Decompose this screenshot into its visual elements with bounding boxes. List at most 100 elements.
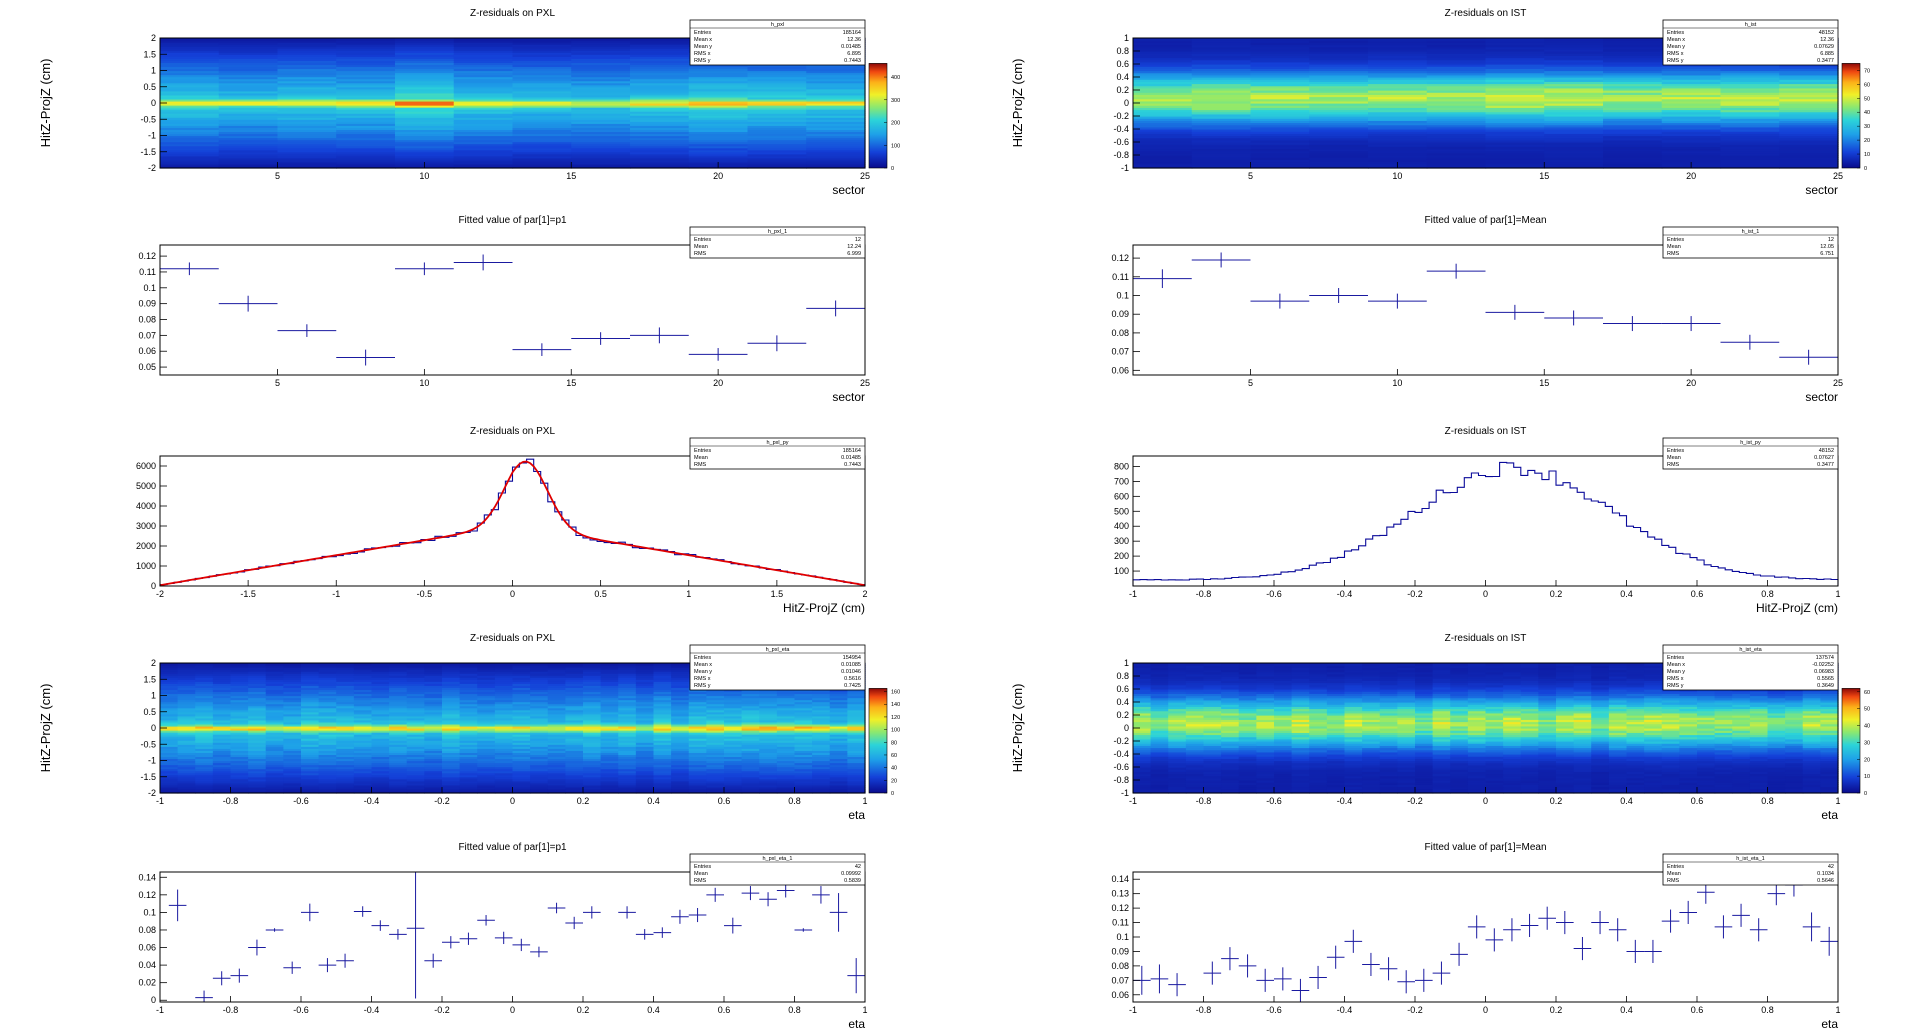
heatmap-cell bbox=[776, 756, 796, 760]
heatmap-cell bbox=[1720, 146, 1780, 150]
heatmap-cell bbox=[1779, 70, 1839, 74]
heatmap-cell bbox=[747, 115, 807, 118]
heatmap-cell bbox=[212, 677, 232, 680]
heatmap-cell bbox=[442, 669, 461, 672]
palette-bar bbox=[1841, 63, 1861, 169]
heatmap-cell bbox=[477, 764, 496, 768]
heatmap-cell bbox=[829, 762, 848, 766]
chart-panel: Z-residuals on PXL020406080100120140160-… bbox=[38, 633, 900, 822]
heatmap-cell bbox=[688, 695, 707, 699]
heatmap-cell bbox=[230, 778, 249, 782]
heatmap-cell bbox=[283, 754, 302, 758]
heatmap-cell bbox=[706, 717, 725, 721]
heatmap-cell bbox=[630, 163, 690, 167]
heatmap-cell bbox=[829, 693, 848, 697]
stats-key: Entries bbox=[1667, 30, 1684, 36]
heatmap-cell bbox=[547, 790, 566, 794]
heatmap-cell bbox=[160, 50, 220, 53]
heatmap-cell bbox=[283, 695, 302, 699]
heatmap-cell bbox=[671, 776, 690, 780]
heatmap-cell bbox=[442, 770, 461, 774]
heatmap-cell bbox=[395, 103, 455, 106]
heatmap-cell bbox=[706, 744, 725, 747]
stats-value: 0.5616 bbox=[844, 676, 861, 682]
heatmap-cell bbox=[230, 665, 249, 668]
heatmap-cell bbox=[283, 778, 302, 782]
heatmap-cell bbox=[847, 768, 866, 772]
heatmap-cell bbox=[847, 782, 866, 786]
heatmap-cell bbox=[406, 717, 425, 721]
heatmap-cell bbox=[1221, 790, 1240, 794]
heatmap-cell bbox=[371, 788, 390, 792]
heatmap-cell bbox=[671, 723, 690, 727]
heatmap-cell bbox=[459, 738, 478, 741]
heatmap-cell bbox=[1150, 721, 1169, 725]
heatmap-cell bbox=[512, 105, 572, 108]
heatmap-cell bbox=[1133, 684, 1152, 688]
heatmap-cell bbox=[160, 143, 220, 147]
heatmap-cell bbox=[336, 790, 355, 794]
heatmap-cell bbox=[494, 715, 514, 719]
heatmap-cell bbox=[1603, 152, 1663, 156]
heatmap-cell bbox=[277, 48, 337, 51]
heatmap-cell bbox=[160, 151, 220, 155]
heatmap-cell bbox=[1544, 42, 1604, 46]
heatmap-cell bbox=[1133, 111, 1193, 115]
heatmap-cell bbox=[424, 742, 443, 745]
heatmap-cell bbox=[160, 163, 220, 167]
heatmap-cell bbox=[1150, 780, 1169, 783]
heatmap-cell bbox=[1221, 725, 1240, 729]
heatmap-cell bbox=[301, 675, 320, 678]
heatmap-cell bbox=[406, 675, 425, 678]
heatmap-cell bbox=[212, 758, 232, 762]
heatmap-cell bbox=[1426, 111, 1487, 115]
heatmap-cell bbox=[1368, 150, 1428, 154]
heatmap-cell bbox=[1133, 695, 1152, 699]
heatmap-cell bbox=[424, 695, 443, 699]
heatmap-cell bbox=[747, 129, 807, 133]
heatmap-cell bbox=[1150, 758, 1169, 762]
heatmap-cell bbox=[195, 719, 214, 723]
heatmap-cell bbox=[1150, 693, 1169, 697]
heatmap-cell bbox=[688, 705, 707, 709]
heatmap-cell bbox=[1426, 129, 1487, 132]
heatmap-cell bbox=[565, 778, 584, 782]
heatmap-cell bbox=[494, 707, 514, 711]
heatmap-cell bbox=[806, 121, 866, 124]
heatmap-cell bbox=[747, 107, 807, 110]
heatmap-cell bbox=[812, 774, 831, 778]
heatmap-cell bbox=[847, 790, 866, 794]
heatmap-cell bbox=[724, 721, 743, 725]
heatmap-cell bbox=[277, 107, 337, 110]
heatmap-cell bbox=[283, 730, 302, 733]
heatmap-cell bbox=[442, 723, 461, 727]
heatmap-cell bbox=[724, 703, 743, 707]
heatmap-cell bbox=[277, 139, 337, 143]
heatmap-cell bbox=[1603, 90, 1663, 93]
heatmap-cell bbox=[1603, 85, 1663, 89]
heatmap-cell bbox=[218, 42, 279, 45]
heatmap-cell bbox=[1368, 159, 1428, 163]
heatmap-cell bbox=[248, 756, 267, 760]
heatmap-cell bbox=[600, 691, 619, 695]
heatmap-cell bbox=[1309, 79, 1369, 82]
heatmap-cell bbox=[1238, 671, 1257, 675]
heatmap-cell bbox=[794, 691, 813, 695]
heatmap-cell bbox=[1168, 754, 1187, 757]
heatmap-cell bbox=[794, 756, 813, 760]
y-tick-label: 1 bbox=[151, 691, 156, 701]
heatmap-cell bbox=[424, 693, 443, 697]
heatmap-cell bbox=[547, 669, 566, 672]
heatmap-cell bbox=[512, 707, 531, 711]
heatmap-cell bbox=[406, 693, 425, 697]
x-tick-label: -0.4 bbox=[1337, 589, 1353, 599]
heatmap-cell bbox=[1368, 83, 1428, 87]
heatmap-cell bbox=[1203, 741, 1222, 744]
heatmap-cell bbox=[459, 732, 478, 735]
heatmap-cell bbox=[1250, 87, 1310, 91]
heatmap-cell bbox=[1368, 42, 1428, 46]
heatmap-cell bbox=[571, 133, 631, 137]
heatmap-cell bbox=[1256, 790, 1275, 794]
heatmap-cell bbox=[547, 703, 566, 707]
heatmap-cell bbox=[283, 677, 302, 680]
